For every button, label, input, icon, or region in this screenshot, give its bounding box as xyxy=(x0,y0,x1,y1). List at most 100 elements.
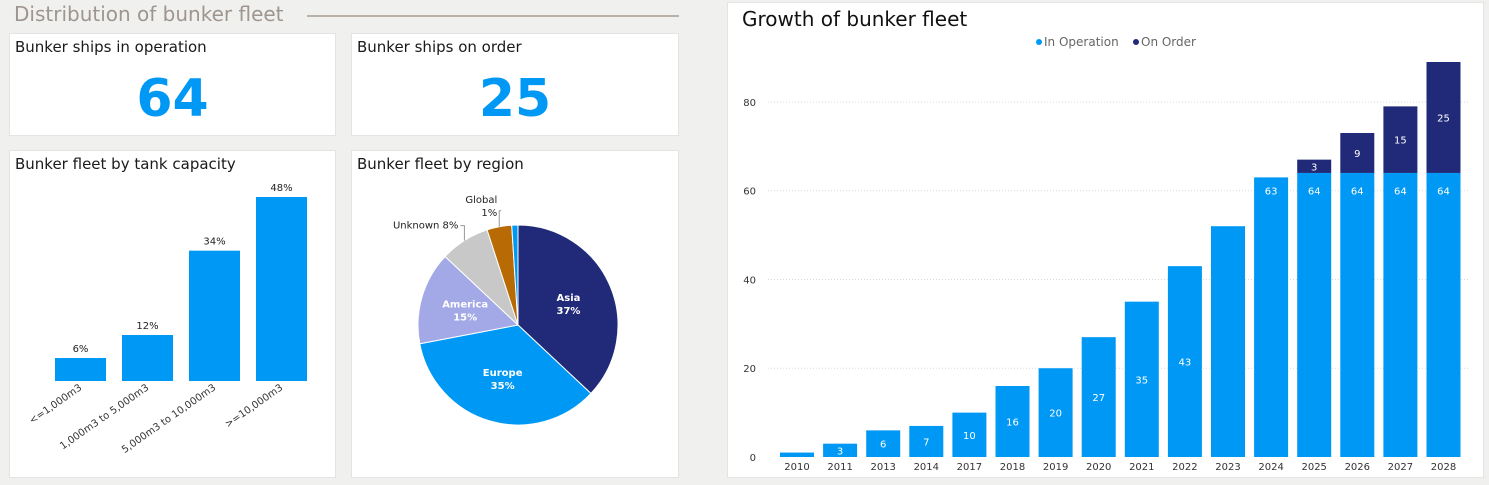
x-tick-label-2023: 2023 xyxy=(1215,462,1240,473)
kpi-on-order-label: Bunker ships on order xyxy=(357,38,522,56)
pie-pct-global: 1% xyxy=(481,208,497,219)
x-tick-label-2014: 2014 xyxy=(914,462,939,473)
pie-label-america: America xyxy=(442,300,488,311)
bar-in-operation-2027[interactable] xyxy=(1383,172,1418,457)
growth-chart: In Operation On Order02040608020103201162… xyxy=(743,35,1468,473)
bar-label-in-operation-2014: 7 xyxy=(923,437,929,448)
bar-in-operation-2021[interactable] xyxy=(1124,301,1159,457)
bar-in-operation-2014[interactable] xyxy=(909,425,944,457)
legend-marker-in-operation xyxy=(1036,39,1042,45)
y-tick-label-40: 40 xyxy=(743,275,756,286)
y-tick-label-80: 80 xyxy=(743,98,756,109)
bar-label-in-operation-2027: 64 xyxy=(1394,187,1407,198)
y-tick-label-20: 20 xyxy=(743,364,756,375)
legend-label-in-operation[interactable]: In Operation xyxy=(1044,35,1119,49)
bar-on-order-2027[interactable] xyxy=(1383,106,1418,173)
bar-in-operation-2017[interactable] xyxy=(952,412,987,457)
tank-bar-value-label-1-000m3: 6% xyxy=(73,344,89,355)
bar-label-in-operation-2026: 64 xyxy=(1351,187,1364,198)
section-title: Distribution of bunker fleet xyxy=(14,2,284,26)
bar-in-operation-2011[interactable] xyxy=(823,443,858,457)
region-pie-chart: Asia 37% Europe 35% America 15% Unknown 8% Glob… xyxy=(393,195,619,426)
tank-bar-5-000m3-to-10-000m3[interactable] xyxy=(189,250,240,381)
bar-in-operation-2020[interactable] xyxy=(1081,337,1116,457)
bar-label-in-operation-2020: 27 xyxy=(1092,393,1105,404)
bar-in-operation-2023[interactable] xyxy=(1211,226,1245,457)
bar-label-in-operation-2025: 64 xyxy=(1308,187,1321,198)
kpi-card-on-order[interactable]: Bunker ships on order 25 xyxy=(351,33,679,136)
pie-pct-europe: 35% xyxy=(491,381,515,392)
pie-slice-america[interactable] xyxy=(417,255,520,345)
bar-in-operation-2019[interactable] xyxy=(1038,368,1073,457)
bar-label-in-operation-2019: 20 xyxy=(1049,409,1062,420)
growth-card[interactable]: Growth of bunker fleet In Operation On Or… xyxy=(727,2,1484,478)
pie-slice-asia[interactable] xyxy=(517,224,619,395)
tank-bar-10-000m3[interactable] xyxy=(256,197,307,381)
x-tick-label-2020: 2020 xyxy=(1086,462,1111,473)
bar-in-operation-2026[interactable] xyxy=(1340,172,1375,457)
bar-in-operation-2018[interactable] xyxy=(995,385,1030,457)
bar-in-operation-2022[interactable] xyxy=(1167,266,1202,457)
x-tick-label-2026: 2026 xyxy=(1345,462,1370,473)
kpi-in-operation-value: 64 xyxy=(136,69,209,129)
kpi-on-order-value: 25 xyxy=(478,69,552,129)
pie-pct-asia: 37% xyxy=(557,306,581,317)
x-tick-label-2013: 2013 xyxy=(870,462,895,473)
bar-label-on-order-2027: 15 xyxy=(1394,136,1407,147)
pie-slice-other[interactable] xyxy=(511,224,519,326)
tank-bar-value-label-10-000m3: 48% xyxy=(270,183,292,194)
x-tick-label-2024: 2024 xyxy=(1258,462,1283,473)
bar-in-operation-2028[interactable] xyxy=(1426,172,1461,457)
bar-label-in-operation-2022: 43 xyxy=(1179,358,1192,369)
tank-category-label-10-000m3: >=10,000m3 xyxy=(223,382,285,430)
x-tick-label-2028: 2028 xyxy=(1431,462,1456,473)
x-tick-label-2011: 2011 xyxy=(827,462,852,473)
pie-label-europe: Europe xyxy=(483,368,523,379)
x-tick-label-2010: 2010 xyxy=(784,462,809,473)
bar-label-in-operation-2011: 3 xyxy=(837,446,843,457)
bar-label-in-operation-2028: 64 xyxy=(1437,187,1450,198)
region-card[interactable]: Bunker fleet by region Asia 37% Europe 35% A… xyxy=(351,150,679,478)
pie-pct-america: 15% xyxy=(453,313,477,324)
bar-label-in-operation-2023: 52 xyxy=(1222,187,1235,198)
bar-label-in-operation-2013: 6 xyxy=(880,440,886,451)
pie-slice-europe[interactable] xyxy=(419,324,592,426)
bar-in-operation-2025[interactable] xyxy=(1297,172,1332,457)
bar-label-on-order-2025: 3 xyxy=(1311,162,1317,173)
bar-on-order-2025[interactable] xyxy=(1297,159,1332,173)
bar-label-on-order-2028: 25 xyxy=(1437,113,1450,124)
pie-label-global: Global xyxy=(465,195,497,206)
bar-label-on-order-2026: 9 xyxy=(1354,149,1360,160)
pie-leader-unknown xyxy=(460,225,465,241)
bar-in-operation-2024[interactable] xyxy=(1254,177,1289,458)
bar-label-in-operation-2017: 10 xyxy=(963,431,976,442)
x-tick-label-2017: 2017 xyxy=(957,462,982,473)
growth-title: Growth of bunker fleet xyxy=(742,7,968,31)
x-tick-label-2025: 2025 xyxy=(1301,462,1326,473)
kpi-card-in-operation[interactable]: Bunker ships in operation 64 xyxy=(9,33,336,136)
pie-label-asia: Asia xyxy=(557,293,581,304)
x-tick-label-2027: 2027 xyxy=(1388,462,1413,473)
tank-category-label-1-000m3: <=1,000m3 xyxy=(28,382,85,426)
bar-on-order-2026[interactable] xyxy=(1340,133,1375,173)
tank-bar-value-label-1-000m3-to-5-000m3: 12% xyxy=(136,321,158,332)
bar-label-in-operation-2018: 16 xyxy=(1006,417,1019,428)
x-tick-label-2019: 2019 xyxy=(1043,462,1068,473)
pie-label-unknown: Unknown 8% xyxy=(393,221,458,232)
bar-on-order-2028[interactable] xyxy=(1426,62,1461,173)
tank-bar-1-000m3[interactable] xyxy=(55,358,106,381)
x-tick-label-2021: 2021 xyxy=(1129,462,1154,473)
y-tick-label-60: 60 xyxy=(743,187,756,198)
legend-label-on-order[interactable]: On Order xyxy=(1141,35,1196,49)
bar-label-in-operation-2021: 35 xyxy=(1135,375,1148,386)
pie-leader-global xyxy=(498,210,502,227)
tank-capacity-card[interactable]: Bunker fleet by tank capacity 6% <=1,000m… xyxy=(9,150,336,478)
bar-label-in-operation-2024: 63 xyxy=(1265,187,1278,198)
legend-marker-on-order xyxy=(1133,39,1139,45)
tank-bar-1-000m3-to-5-000m3[interactable] xyxy=(122,335,173,381)
bar-in-operation-2010[interactable] xyxy=(780,452,814,457)
y-tick-label-0: 0 xyxy=(750,453,756,464)
bar-in-operation-2013[interactable] xyxy=(866,430,901,457)
x-tick-label-2022: 2022 xyxy=(1172,462,1197,473)
